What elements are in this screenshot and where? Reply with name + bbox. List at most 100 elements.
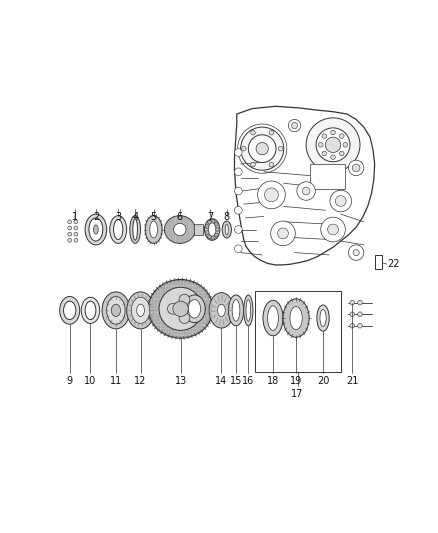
Ellipse shape [317, 305, 329, 331]
Circle shape [234, 187, 242, 195]
Circle shape [269, 163, 274, 167]
Circle shape [279, 147, 283, 151]
Text: 5: 5 [151, 212, 157, 222]
Ellipse shape [225, 224, 228, 235]
Text: 2: 2 [93, 212, 99, 222]
Circle shape [241, 147, 246, 151]
Ellipse shape [110, 216, 127, 244]
Circle shape [349, 160, 364, 175]
Circle shape [350, 324, 355, 328]
Circle shape [331, 130, 336, 135]
Ellipse shape [244, 295, 253, 326]
Circle shape [336, 196, 346, 206]
Circle shape [208, 220, 212, 224]
Ellipse shape [218, 304, 225, 317]
Ellipse shape [102, 292, 130, 329]
Circle shape [349, 245, 364, 260]
Ellipse shape [232, 300, 240, 321]
Circle shape [291, 123, 298, 128]
Circle shape [331, 155, 336, 159]
Circle shape [208, 235, 212, 239]
Circle shape [271, 221, 295, 246]
Text: 22: 22 [387, 259, 399, 269]
Ellipse shape [89, 218, 103, 241]
Circle shape [318, 142, 323, 147]
Text: 13: 13 [174, 376, 187, 386]
Circle shape [234, 149, 242, 156]
Circle shape [234, 206, 242, 214]
Ellipse shape [113, 220, 123, 239]
Ellipse shape [131, 297, 150, 324]
Bar [375, 255, 381, 269]
Ellipse shape [222, 221, 231, 238]
Bar [254, 291, 341, 372]
Circle shape [68, 226, 72, 230]
Ellipse shape [268, 306, 279, 330]
Ellipse shape [60, 296, 80, 324]
Ellipse shape [283, 299, 309, 337]
Circle shape [240, 127, 284, 170]
Circle shape [234, 245, 242, 253]
Circle shape [256, 142, 268, 155]
Ellipse shape [150, 221, 158, 238]
Ellipse shape [148, 280, 213, 338]
Text: 14: 14 [215, 376, 227, 386]
Circle shape [215, 228, 219, 231]
Text: 8: 8 [224, 212, 230, 222]
Ellipse shape [208, 223, 216, 237]
Ellipse shape [137, 304, 145, 317]
Circle shape [68, 220, 72, 224]
Circle shape [167, 303, 178, 314]
Text: 9: 9 [67, 376, 73, 386]
Ellipse shape [64, 301, 76, 320]
Text: 18: 18 [267, 376, 279, 386]
Circle shape [234, 168, 242, 175]
Circle shape [322, 134, 327, 139]
Circle shape [258, 181, 285, 209]
Circle shape [205, 225, 209, 229]
Circle shape [251, 131, 255, 135]
Circle shape [68, 232, 72, 236]
Ellipse shape [85, 301, 96, 320]
Text: 11: 11 [110, 376, 122, 386]
Ellipse shape [184, 295, 205, 322]
Circle shape [179, 313, 190, 324]
Circle shape [211, 219, 215, 223]
Circle shape [350, 312, 355, 317]
Ellipse shape [81, 297, 100, 324]
Circle shape [234, 225, 242, 233]
Circle shape [214, 222, 218, 226]
Ellipse shape [130, 216, 141, 244]
Ellipse shape [127, 292, 155, 329]
Text: 4: 4 [132, 212, 138, 222]
Text: 16: 16 [242, 376, 254, 386]
Ellipse shape [246, 300, 251, 321]
Ellipse shape [133, 219, 138, 240]
Circle shape [306, 118, 360, 172]
Circle shape [74, 220, 78, 224]
Text: 19: 19 [290, 376, 302, 386]
Circle shape [343, 142, 348, 147]
Circle shape [339, 151, 344, 156]
Text: 15: 15 [230, 376, 242, 386]
Circle shape [288, 119, 301, 132]
Circle shape [74, 226, 78, 230]
Circle shape [353, 249, 359, 256]
Circle shape [350, 301, 355, 305]
Circle shape [248, 135, 276, 163]
Circle shape [269, 131, 274, 135]
Circle shape [179, 294, 190, 305]
Text: 3: 3 [115, 212, 121, 222]
Circle shape [302, 187, 310, 195]
Circle shape [328, 224, 339, 235]
Ellipse shape [85, 214, 107, 245]
Text: 6: 6 [177, 212, 183, 222]
Text: 21: 21 [346, 376, 358, 386]
Circle shape [358, 301, 362, 305]
Bar [194, 224, 203, 235]
Circle shape [339, 134, 344, 139]
Ellipse shape [164, 216, 195, 244]
Circle shape [74, 232, 78, 236]
Text: 17: 17 [291, 389, 304, 399]
Text: 10: 10 [85, 376, 97, 386]
